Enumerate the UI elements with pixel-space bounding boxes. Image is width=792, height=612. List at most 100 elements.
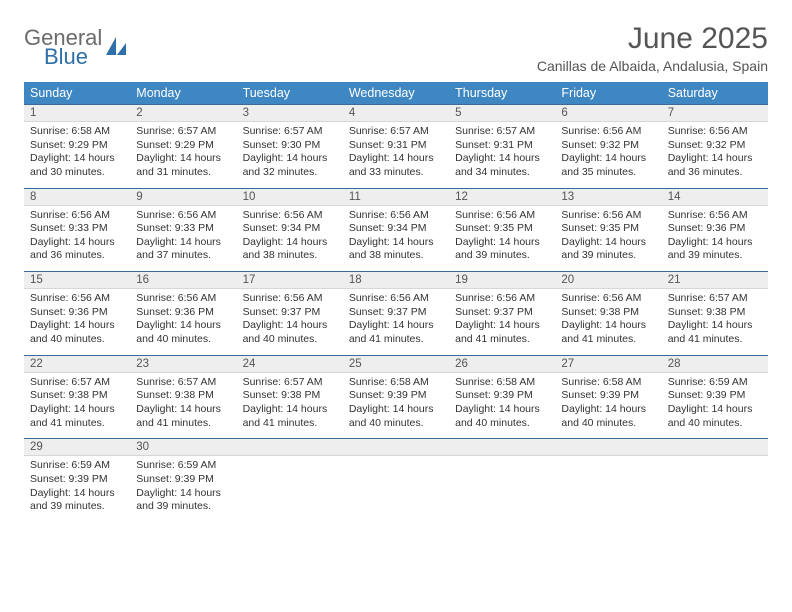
- day-details-cell: Sunrise: 6:56 AMSunset: 9:33 PMDaylight:…: [24, 205, 130, 272]
- day-number: 3: [237, 105, 343, 121]
- location-text: Canillas de Albaida, Andalusia, Spain: [537, 58, 768, 74]
- day-details-cell: [662, 456, 768, 522]
- day-details: Sunrise: 6:56 AMSunset: 9:38 PMDaylight:…: [561, 292, 655, 347]
- brand-logo-text: General Blue: [24, 26, 102, 68]
- day-number-cell: 5: [449, 105, 555, 122]
- day-number: 12: [449, 189, 555, 205]
- day-number: 25: [343, 356, 449, 372]
- day-details-cell: Sunrise: 6:56 AMSunset: 9:37 PMDaylight:…: [343, 289, 449, 356]
- day-number: 13: [555, 189, 661, 205]
- day-details: Sunrise: 6:56 AMSunset: 9:35 PMDaylight:…: [561, 209, 655, 264]
- day-details: Sunrise: 6:56 AMSunset: 9:36 PMDaylight:…: [30, 292, 124, 347]
- day-details-cell: Sunrise: 6:56 AMSunset: 9:36 PMDaylight:…: [24, 289, 130, 356]
- day-details: Sunrise: 6:56 AMSunset: 9:37 PMDaylight:…: [455, 292, 549, 347]
- day-header: Monday: [130, 82, 236, 105]
- day-details-cell: Sunrise: 6:56 AMSunset: 9:36 PMDaylight:…: [130, 289, 236, 356]
- day-details-cell: [555, 456, 661, 522]
- day-number: 7: [662, 105, 768, 121]
- day-number-cell: 19: [449, 272, 555, 289]
- day-number: 20: [555, 272, 661, 288]
- day-details: Sunrise: 6:56 AMSunset: 9:34 PMDaylight:…: [349, 209, 443, 264]
- day-details-cell: Sunrise: 6:57 AMSunset: 9:31 PMDaylight:…: [449, 122, 555, 189]
- day-header: Wednesday: [343, 82, 449, 105]
- day-number-cell: 7: [662, 105, 768, 122]
- day-details-cell: Sunrise: 6:56 AMSunset: 9:33 PMDaylight:…: [130, 205, 236, 272]
- day-details: Sunrise: 6:56 AMSunset: 9:32 PMDaylight:…: [668, 125, 762, 180]
- day-number-cell: 6: [555, 105, 661, 122]
- day-header: Saturday: [662, 82, 768, 105]
- day-number-row: 2930: [24, 439, 768, 456]
- day-number: 10: [237, 189, 343, 205]
- month-title: June 2025: [537, 22, 768, 56]
- day-number: 26: [449, 356, 555, 372]
- day-details-cell: Sunrise: 6:59 AMSunset: 9:39 PMDaylight:…: [130, 456, 236, 522]
- day-number-cell: 20: [555, 272, 661, 289]
- day-details: Sunrise: 6:56 AMSunset: 9:36 PMDaylight:…: [136, 292, 230, 347]
- day-details: Sunrise: 6:56 AMSunset: 9:37 PMDaylight:…: [243, 292, 337, 347]
- day-details-cell: Sunrise: 6:59 AMSunset: 9:39 PMDaylight:…: [662, 372, 768, 439]
- day-number: 1: [24, 105, 130, 121]
- day-details-cell: [343, 456, 449, 522]
- day-number: 24: [237, 356, 343, 372]
- brand-sail-icon: [104, 35, 128, 59]
- day-number-cell: 27: [555, 355, 661, 372]
- day-details-cell: Sunrise: 6:56 AMSunset: 9:32 PMDaylight:…: [555, 122, 661, 189]
- day-details-cell: Sunrise: 6:57 AMSunset: 9:38 PMDaylight:…: [662, 289, 768, 356]
- day-number-cell: 10: [237, 188, 343, 205]
- day-number: 16: [130, 272, 236, 288]
- day-details-cell: Sunrise: 6:56 AMSunset: 9:36 PMDaylight:…: [662, 205, 768, 272]
- day-details: Sunrise: 6:57 AMSunset: 9:38 PMDaylight:…: [136, 376, 230, 431]
- day-details-cell: Sunrise: 6:57 AMSunset: 9:38 PMDaylight:…: [130, 372, 236, 439]
- day-number-row: 1234567: [24, 105, 768, 122]
- day-details-cell: Sunrise: 6:56 AMSunset: 9:34 PMDaylight:…: [343, 205, 449, 272]
- day-details: Sunrise: 6:58 AMSunset: 9:39 PMDaylight:…: [349, 376, 443, 431]
- day-number-cell: 29: [24, 439, 130, 456]
- day-details: Sunrise: 6:58 AMSunset: 9:29 PMDaylight:…: [30, 125, 124, 180]
- day-details: Sunrise: 6:56 AMSunset: 9:34 PMDaylight:…: [243, 209, 337, 264]
- day-number-cell: 22: [24, 355, 130, 372]
- day-number-cell: 9: [130, 188, 236, 205]
- day-details: Sunrise: 6:59 AMSunset: 9:39 PMDaylight:…: [136, 459, 230, 514]
- day-number-cell: [237, 439, 343, 456]
- day-details: Sunrise: 6:56 AMSunset: 9:32 PMDaylight:…: [561, 125, 655, 180]
- day-number-cell: 24: [237, 355, 343, 372]
- day-number-cell: 18: [343, 272, 449, 289]
- day-details-cell: Sunrise: 6:56 AMSunset: 9:32 PMDaylight:…: [662, 122, 768, 189]
- day-details-row: Sunrise: 6:56 AMSunset: 9:36 PMDaylight:…: [24, 289, 768, 356]
- day-number: 28: [662, 356, 768, 372]
- day-number-cell: 2: [130, 105, 236, 122]
- day-number-cell: 26: [449, 355, 555, 372]
- day-number-cell: 3: [237, 105, 343, 122]
- day-details-cell: Sunrise: 6:58 AMSunset: 9:39 PMDaylight:…: [555, 372, 661, 439]
- day-details: Sunrise: 6:58 AMSunset: 9:39 PMDaylight:…: [561, 376, 655, 431]
- day-details-cell: Sunrise: 6:57 AMSunset: 9:31 PMDaylight:…: [343, 122, 449, 189]
- day-number: 19: [449, 272, 555, 288]
- day-number-cell: 1: [24, 105, 130, 122]
- day-header-row: Sunday Monday Tuesday Wednesday Thursday…: [24, 82, 768, 105]
- day-details: Sunrise: 6:57 AMSunset: 9:31 PMDaylight:…: [349, 125, 443, 180]
- day-details-row: Sunrise: 6:57 AMSunset: 9:38 PMDaylight:…: [24, 372, 768, 439]
- day-number: 18: [343, 272, 449, 288]
- day-header: Tuesday: [237, 82, 343, 105]
- day-details-cell: Sunrise: 6:57 AMSunset: 9:30 PMDaylight:…: [237, 122, 343, 189]
- day-number: 8: [24, 189, 130, 205]
- day-number-cell: 11: [343, 188, 449, 205]
- day-details-cell: [237, 456, 343, 522]
- day-number: 30: [130, 439, 236, 455]
- day-number-row: 891011121314: [24, 188, 768, 205]
- day-number: 17: [237, 272, 343, 288]
- day-number-cell: 17: [237, 272, 343, 289]
- day-number-cell: 30: [130, 439, 236, 456]
- day-number-cell: 14: [662, 188, 768, 205]
- day-details: Sunrise: 6:56 AMSunset: 9:35 PMDaylight:…: [455, 209, 549, 264]
- day-details-cell: [449, 456, 555, 522]
- day-number-cell: 21: [662, 272, 768, 289]
- day-number: 27: [555, 356, 661, 372]
- day-number-cell: 25: [343, 355, 449, 372]
- day-number-cell: 16: [130, 272, 236, 289]
- day-details-row: Sunrise: 6:59 AMSunset: 9:39 PMDaylight:…: [24, 456, 768, 522]
- day-number-cell: [449, 439, 555, 456]
- day-number-cell: 28: [662, 355, 768, 372]
- calendar-table: Sunday Monday Tuesday Wednesday Thursday…: [24, 82, 768, 522]
- day-details-cell: Sunrise: 6:57 AMSunset: 9:38 PMDaylight:…: [237, 372, 343, 439]
